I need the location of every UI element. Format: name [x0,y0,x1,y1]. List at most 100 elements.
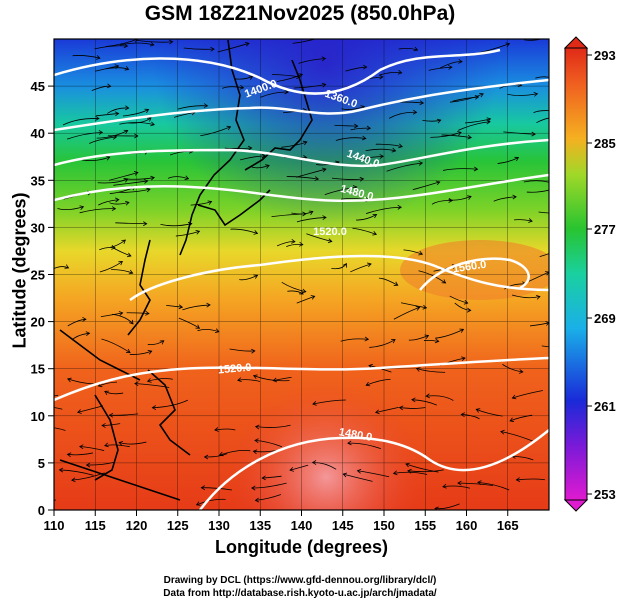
streamline-arrow [550,188,554,192]
streamline-arrow [352,185,358,190]
streamline [234,76,253,80]
streamline-arrow [121,239,126,244]
streamline [347,442,381,449]
streamline-arrow [125,200,130,206]
y-tick-label: 15 [31,362,45,377]
streamline [400,302,427,309]
streamline [115,222,147,225]
y-tick-label: 45 [31,79,45,94]
streamline [541,345,549,348]
streamline-arrow [301,288,307,294]
streamline-arrow [71,477,76,483]
streamline-arrow [392,470,398,476]
streamline-arrow [473,166,479,172]
streamline-arrow [146,187,151,193]
streamline [454,302,471,311]
streamline-arrow [146,117,152,122]
streamline-arrow [457,131,462,136]
streamline-arrow [323,39,324,40]
streamline [214,428,236,431]
streamline [260,91,289,98]
streamline [239,274,258,281]
streamline [94,45,128,50]
contour-label: 1520.0 [313,226,347,238]
streamline [251,482,287,489]
streamline-arrow [299,290,304,295]
streamline [439,61,463,69]
streamline-arrow [118,260,123,266]
streamline [136,40,173,43]
streamline [196,498,226,506]
streamline [434,503,460,510]
streamline [366,378,391,386]
x-tick-label: 130 [208,518,230,533]
streamline [315,161,340,166]
streamline [292,39,317,44]
streamline-arrow [372,231,377,236]
warm-tongue [400,240,549,300]
streamline [105,39,138,47]
streamline [335,137,366,141]
streamline [312,462,337,470]
streamline [255,424,291,428]
streamline [431,200,453,205]
streamline-arrow [393,281,399,286]
streamline-arrow [418,160,424,166]
streamline-arrow [134,133,139,139]
streamline [118,188,151,193]
streamline [219,449,251,456]
streamline [230,228,258,234]
streamline-arrow [168,39,174,45]
y-tick-label: 40 [31,126,45,141]
y-tick-label: 30 [31,220,45,235]
streamline [96,113,119,117]
streamline [72,55,101,59]
streamline-arrow [34,425,38,429]
streamline [200,126,231,137]
streamline-arrow [124,65,130,71]
streamline-arrow [67,377,72,383]
streamline [514,219,533,222]
streamline [386,162,423,172]
streamline [296,217,327,223]
y-tick-label: 25 [31,268,45,283]
streamline [331,263,347,270]
streamline-arrow [514,156,520,162]
streamline-arrow [214,427,219,432]
streamline-arrow [531,131,536,137]
streamline-arrow [551,109,555,113]
streamline [533,110,549,114]
streamline [365,148,396,152]
streamline-arrow [347,440,352,446]
streamline-arrow [64,264,70,269]
colorbar-tick-label: 261 [594,399,616,414]
streamline [538,211,549,214]
streamline-arrow [147,350,153,355]
y-tick-label: 5 [38,456,45,471]
streamline-arrow [247,145,253,151]
streamline [152,399,188,409]
streamline [123,177,155,180]
streamline-arrow [461,356,466,362]
streamline-arrow [398,405,404,411]
streamline [104,444,130,448]
streamline-arrow [528,218,533,223]
streamline [416,368,446,373]
streamline-arrow [425,393,430,399]
streamline [442,485,471,489]
streamline-arrow [500,429,505,435]
streamline [350,263,372,273]
colorbar-top-arrow [563,36,589,49]
streamline-arrow [312,401,317,406]
streamline [109,202,130,205]
streamline-arrow [203,454,209,460]
colorbar-tick-label: 253 [594,487,616,502]
streamline-arrow [361,135,367,141]
geopotential-contours [54,48,549,510]
streamline-arrow [372,213,378,219]
streamline-arrow [143,221,148,227]
streamline [418,270,446,284]
x-tick-label: 160 [456,518,478,533]
streamline-arrow [27,393,31,397]
streamline-arrow [477,480,482,486]
